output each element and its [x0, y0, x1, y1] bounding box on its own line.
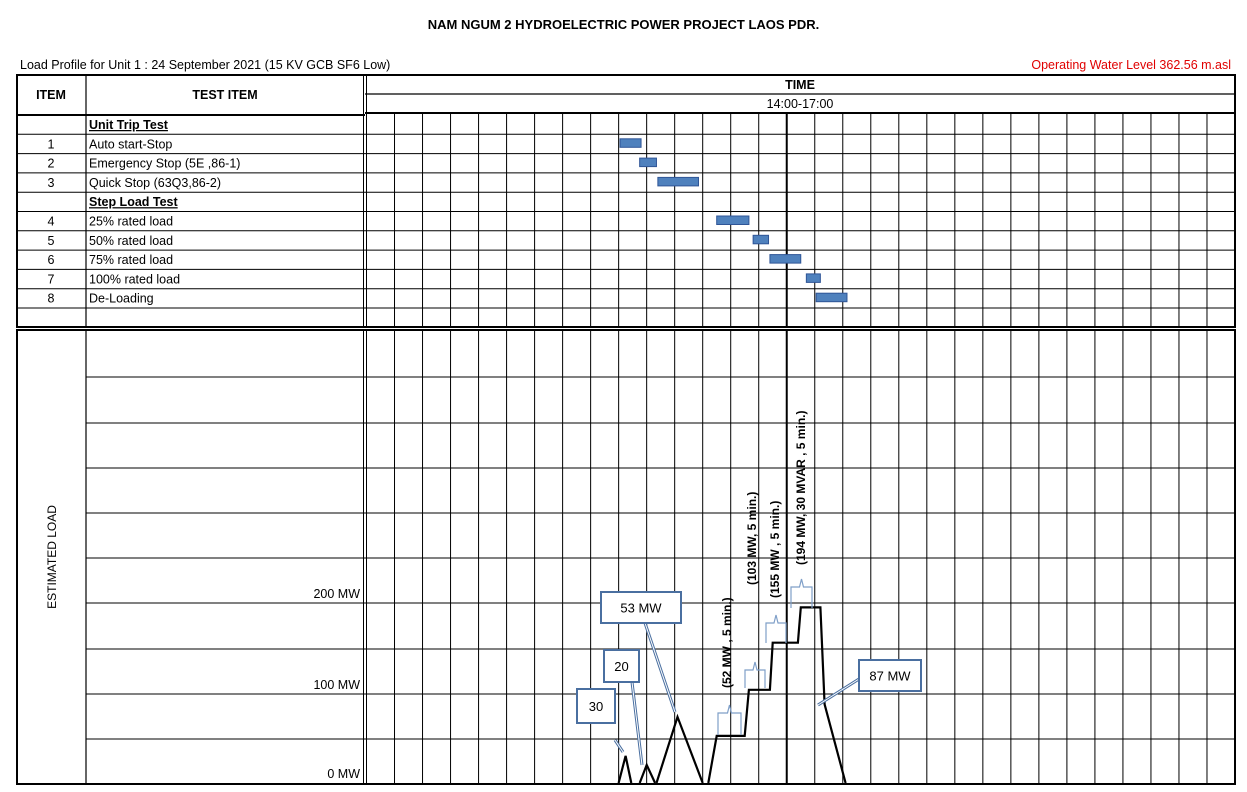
schedule-bar [752, 234, 770, 245]
schedule-grid [17, 113, 1235, 328]
test-item-label: Emergency Stop (5E ,86-1) [89, 157, 240, 171]
load-series-line [655, 713, 704, 784]
time-header: TIME [785, 78, 815, 92]
chart-annotations: 30 20 53 MW 87 MW (52 MW , 5 min.) (103 MW, 5… [576, 411, 922, 766]
operating-water-level: Operating Water Level 362.56 m.asl [1031, 58, 1231, 72]
item-number: 2 [48, 157, 55, 171]
schedule-bar [657, 176, 699, 187]
step-label: (155 MW , 5 min.) [768, 501, 782, 598]
step-label: (194 MW, 30 MVAR , 5 min.) [794, 411, 808, 565]
callout-box: 87 MW [817, 659, 922, 707]
y-tick-label: 200 MW [313, 587, 360, 601]
load-series-line [707, 606, 847, 784]
step-label: (52 MW , 5 min.) [720, 597, 734, 688]
schedule-bar [716, 215, 750, 225]
test-item-rows: Unit Trip Test 1 Auto start-Stop 2 Emergency… [48, 118, 241, 306]
callout-box: 30 [576, 688, 625, 753]
item-number: 1 [48, 137, 55, 151]
item-number: 3 [48, 176, 55, 190]
step-annotation: (52 MW , 5 min.) [717, 597, 742, 735]
time-range-label: 14:00-17:00 [767, 97, 834, 111]
test-item-label: 25% rated load [89, 215, 173, 229]
callout-box: 53 MW [600, 591, 682, 713]
callout-label: 20 [614, 659, 628, 674]
test-item-label: 75% rated load [89, 253, 173, 267]
y-axis-label: ESTIMATED LOAD [45, 505, 59, 609]
schedule-bar [805, 273, 821, 283]
step-annotation: (155 MW , 5 min.) [765, 501, 787, 643]
item-number: 5 [48, 234, 55, 248]
schedule-bars [619, 138, 848, 303]
step-annotation: (103 MW, 5 min.) [744, 492, 766, 688]
y-tick-label: 100 MW [313, 678, 360, 692]
schedule-bar [639, 157, 657, 168]
y-tick-label: 0 MW [327, 767, 360, 781]
item-number: 7 [48, 272, 55, 286]
callout-label: 53 MW [620, 601, 662, 616]
item-number: 4 [48, 215, 55, 229]
item-number: 6 [48, 253, 55, 267]
callout-label: 87 MW [869, 669, 911, 684]
y-axis-ticks: 0 MW 100 MW 200 MW [313, 587, 360, 781]
callout-label: 30 [589, 699, 603, 714]
step-label: (103 MW, 5 min.) [745, 492, 759, 585]
section-heading: Step Load Test [89, 195, 179, 209]
schedule-bar [769, 254, 802, 264]
load-profile-subtitle: Load Profile for Unit 1 : 24 September 2… [20, 58, 391, 72]
load-series-line [638, 762, 657, 784]
step-annotation: (194 MW, 30 MVAR , 5 min.) [790, 411, 813, 608]
item-number: 8 [48, 292, 55, 306]
chart-frame [16, 329, 1236, 785]
schedule-bar [815, 292, 848, 303]
chart-grid [86, 330, 1235, 784]
test-item-label: Auto start-Stop [89, 137, 172, 151]
test-item-column-header: TEST ITEM [192, 88, 257, 102]
schedule-bar [619, 138, 642, 148]
section-heading: Unit Trip Test [89, 118, 169, 132]
document-title: NAM NGUM 2 HYDROELECTRIC POWER PROJECT L… [427, 17, 820, 32]
test-item-label: 100% rated load [89, 272, 180, 286]
load-series-line [617, 755, 633, 784]
callout-box: 20 [603, 649, 644, 766]
test-item-label: Quick Stop (63Q3,86-2) [89, 176, 221, 190]
item-column-header: ITEM [36, 88, 66, 102]
test-item-label: 50% rated load [89, 234, 173, 248]
load-series [617, 606, 847, 784]
test-item-label: De-Loading [89, 292, 154, 306]
